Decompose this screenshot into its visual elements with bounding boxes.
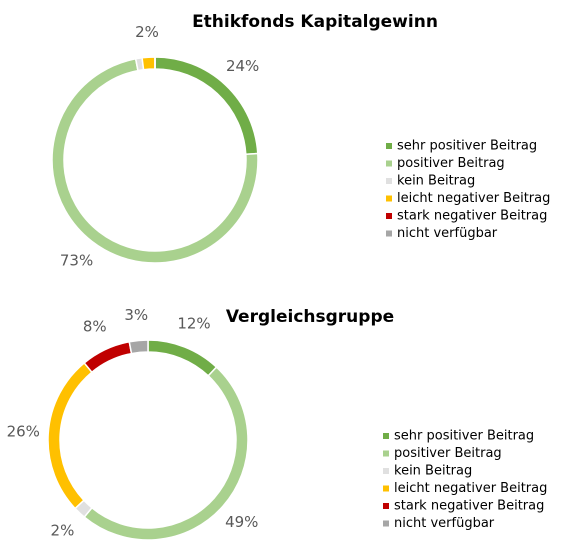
legend-label: stark negativer Beitrag [394, 499, 544, 514]
donut-slice [83, 366, 249, 541]
value-label: 24% [226, 57, 259, 75]
legend-label: nicht verfügbar [394, 516, 495, 531]
value-label: 8% [83, 317, 107, 335]
value-label: 2% [51, 522, 75, 540]
chart-title: Vergleichsgruppe [226, 307, 394, 327]
donut-slice [47, 361, 93, 510]
donut-slice [83, 340, 133, 374]
legend-label: leicht negativer Beitrag [397, 191, 550, 206]
legend-label: positiver Beitrag [397, 156, 505, 171]
legend-swatch [383, 485, 389, 492]
value-label: 73% [60, 252, 93, 270]
legend-swatch [383, 520, 389, 527]
legend-swatch [386, 195, 392, 202]
legend-label: kein Beitrag [397, 174, 475, 189]
legend-label: stark negativer Beitrag [397, 209, 547, 224]
legend-swatch [383, 468, 389, 474]
donut-slice [141, 56, 156, 71]
legend-swatch [386, 143, 392, 149]
legend-swatch [386, 160, 392, 167]
legend-swatch [386, 213, 392, 219]
legend-swatch [386, 230, 392, 237]
donut-slice [147, 339, 218, 377]
value-label: 12% [177, 314, 210, 332]
legend-swatch [386, 178, 392, 184]
legend-swatch [383, 503, 389, 509]
legend-label: leicht negativer Beitrag [394, 481, 547, 496]
legend-label: kein Beitrag [394, 464, 472, 479]
legend-label: sehr positiver Beitrag [397, 139, 537, 154]
donut-slice [128, 339, 149, 355]
value-label: 2% [135, 23, 159, 41]
legend-label: sehr positiver Beitrag [394, 429, 534, 444]
legend-swatch [383, 433, 389, 439]
value-label: 26% [7, 423, 40, 441]
legend-label: nicht verfügbar [397, 226, 498, 241]
chart-title: Ethikfonds Kapitalgewinn [192, 12, 438, 32]
legend-label: positiver Beitrag [394, 446, 502, 461]
legend-swatch [383, 450, 389, 457]
value-label: 49% [225, 513, 258, 531]
value-label: 3% [124, 306, 148, 324]
